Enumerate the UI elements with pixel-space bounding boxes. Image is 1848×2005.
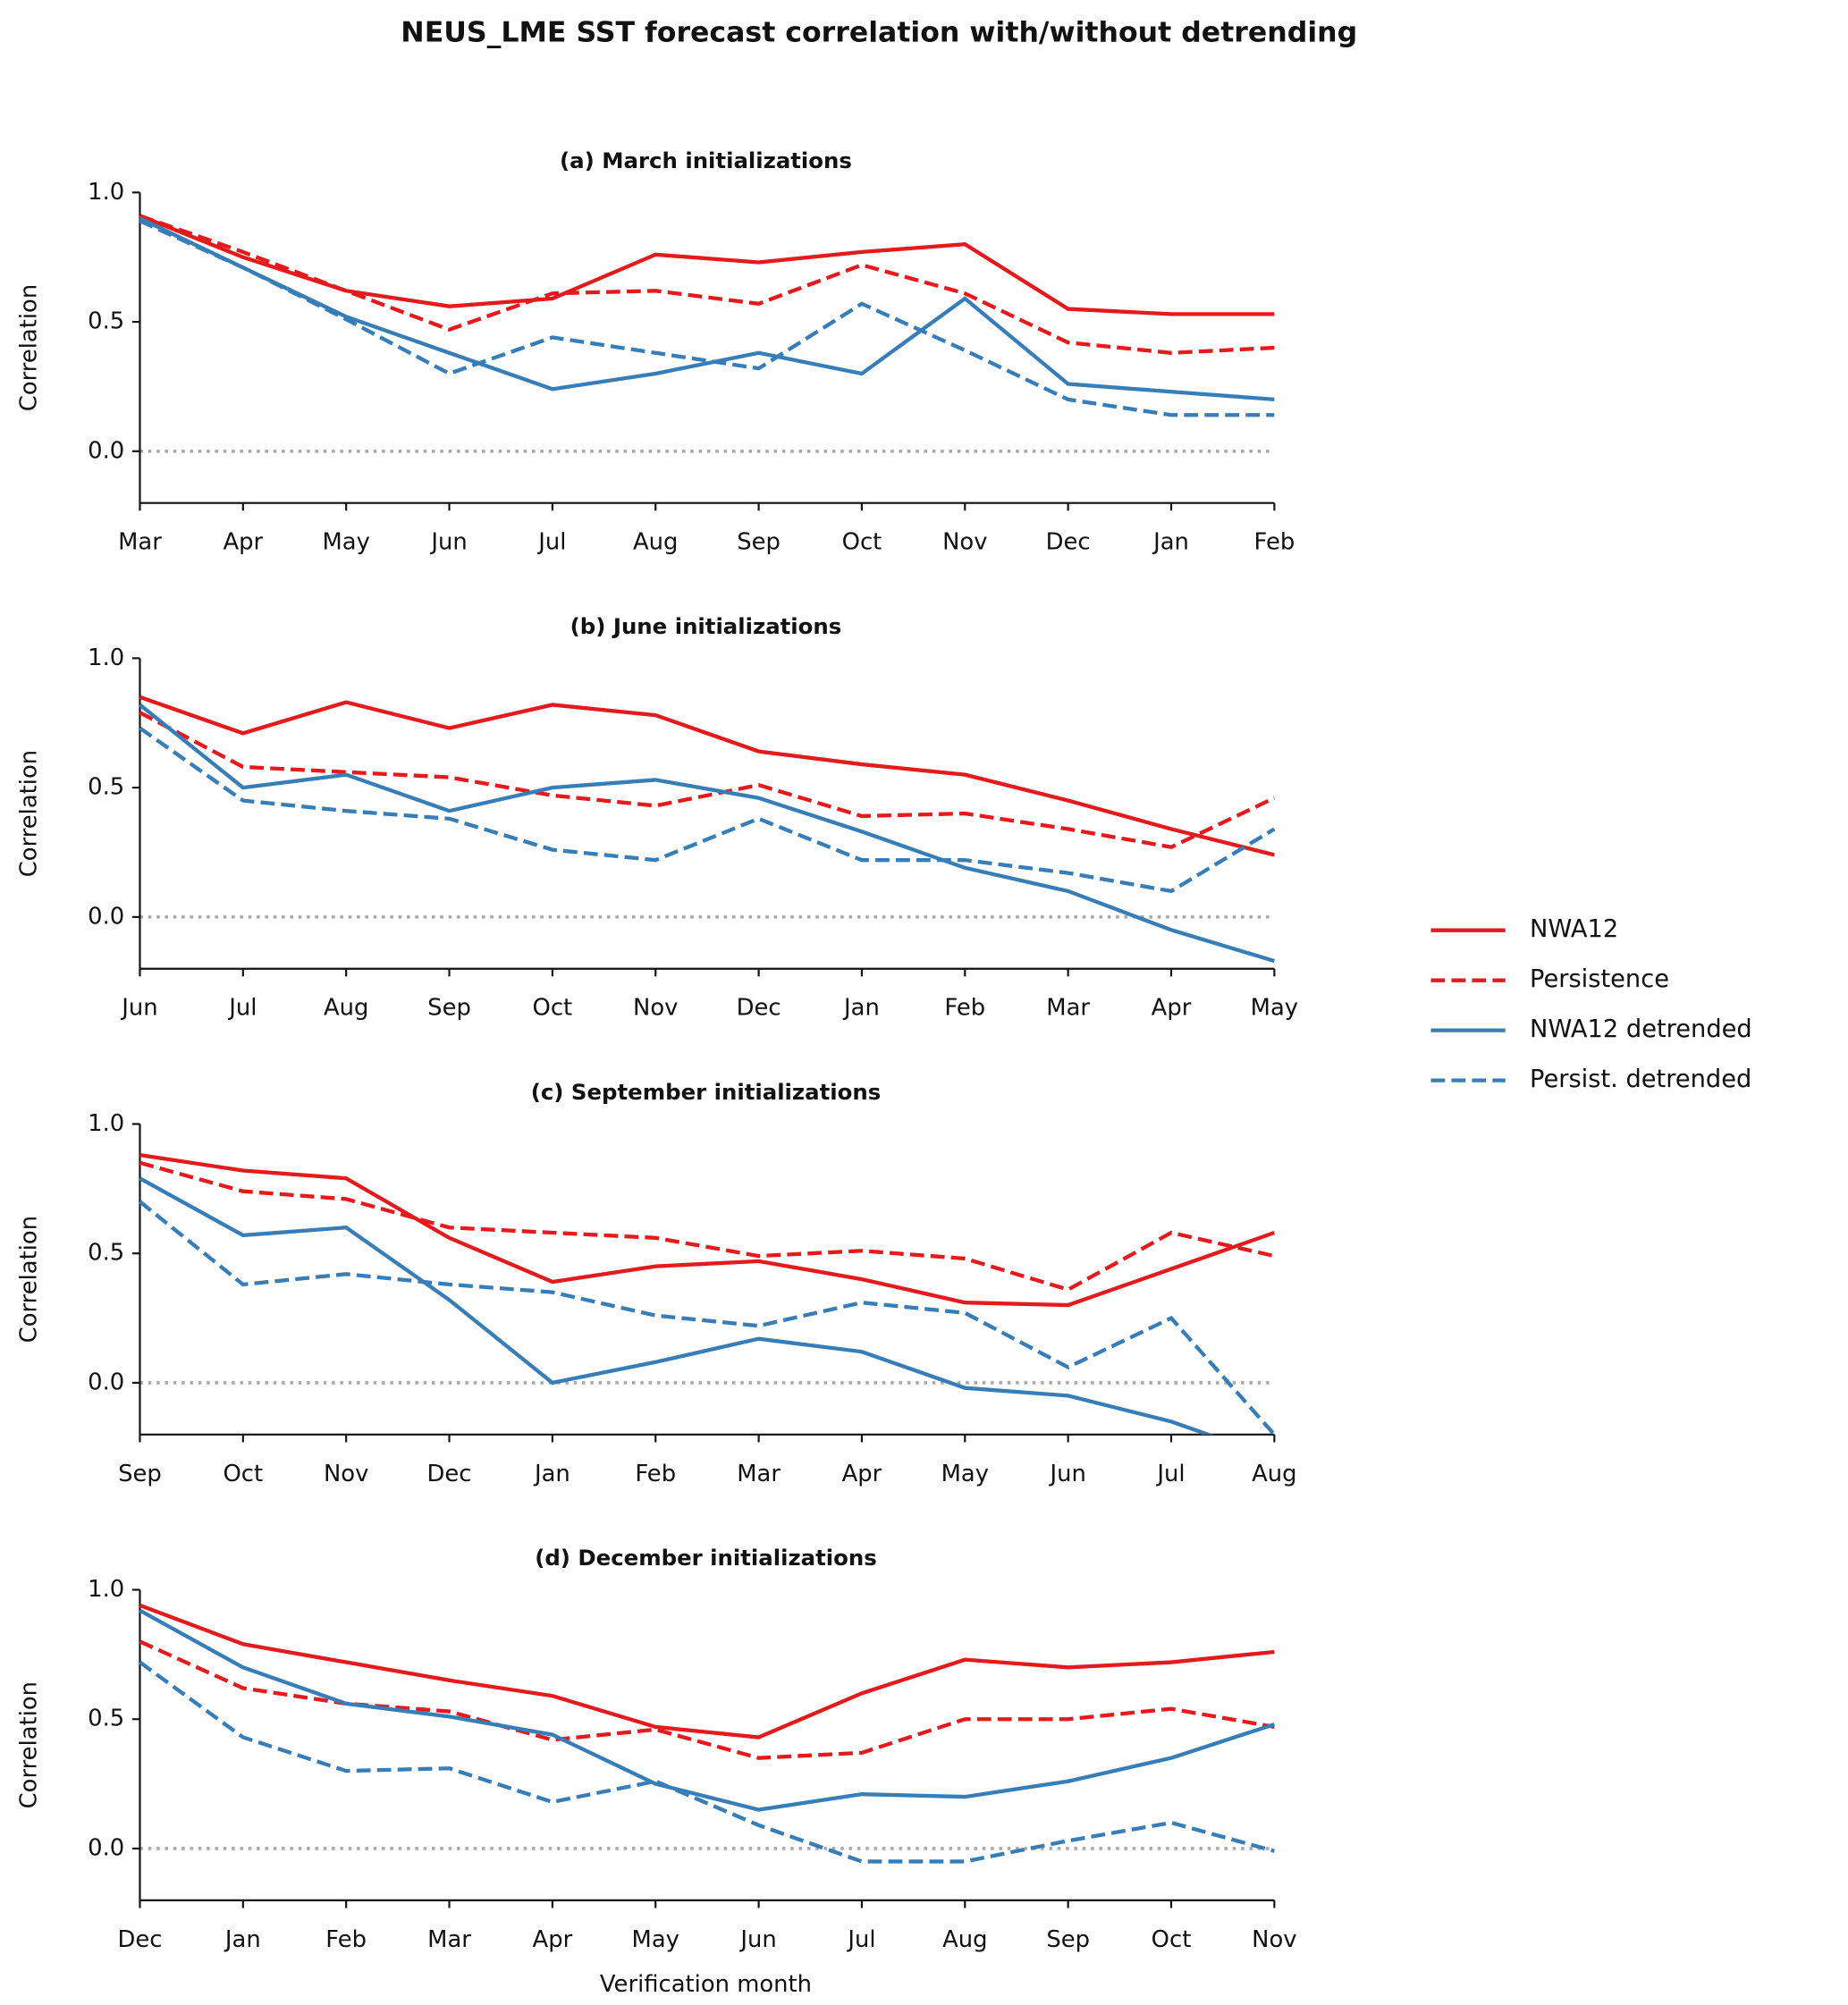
x-tick-label: Aug [942, 1926, 987, 1953]
x-tick-label: Feb [635, 1461, 676, 1487]
x-tick-label: Nov [942, 529, 987, 556]
y-tick-label: 1.0 [88, 1576, 124, 1603]
x-tick-label: Jun [429, 529, 467, 556]
series-line [139, 1176, 1214, 1435]
x-tick-label: Feb [944, 995, 985, 1022]
y-tick-label: 0.0 [88, 437, 124, 464]
x-tick-label: Feb [1254, 529, 1295, 556]
y-tick-label: 0.0 [88, 1369, 124, 1395]
panel-title: (c) September initializations [531, 1079, 882, 1105]
y-axis-label: Correlation [16, 1681, 43, 1808]
legend-label: NWA12 [1530, 915, 1618, 943]
x-tick-label: Jul [536, 529, 566, 556]
x-tick-label: May [941, 1461, 989, 1487]
x-tick-label: Aug [1252, 1461, 1296, 1487]
x-tick-label: Sep [1046, 1926, 1090, 1953]
series-line [139, 1639, 1275, 1760]
x-tick-label: Dec [1046, 529, 1091, 556]
x-tick-label: Sep [737, 529, 781, 556]
series-line [139, 695, 1275, 857]
x-tick-label: Dec [117, 1926, 162, 1953]
legend-label: NWA12 detrended [1530, 1015, 1752, 1043]
x-tick-label: Aug [324, 995, 368, 1022]
x-tick-label: Sep [427, 995, 471, 1022]
y-tick-label: 0.0 [88, 1834, 124, 1861]
legend-label: Persist. detrended [1530, 1066, 1751, 1093]
panel-title: (a) March initializations [560, 147, 852, 173]
x-tick-label: Oct [223, 1461, 263, 1487]
y-tick-label: 0.5 [88, 774, 124, 801]
x-tick-label: Oct [842, 529, 882, 556]
x-tick-label: Nov [633, 995, 678, 1022]
series-line [139, 726, 1276, 894]
y-tick-label: 1.0 [88, 644, 124, 671]
series-line [139, 703, 1275, 964]
x-tick-label: Apr [533, 1926, 573, 1953]
x-tick-label: Jan [224, 1926, 261, 1953]
x-tick-label: Apr [842, 1461, 882, 1487]
x-tick-label: Jul [1155, 1461, 1185, 1487]
y-tick-label: 0.0 [88, 903, 124, 930]
x-tick-label: Sep [118, 1461, 162, 1487]
x-tick-label: Mar [1046, 995, 1090, 1022]
x-tick-label: Apr [1152, 995, 1192, 1022]
x-tick-label: Dec [427, 1461, 472, 1487]
series-line [139, 214, 1275, 316]
x-tick-label: Jul [227, 995, 257, 1022]
y-axis-label: Correlation [16, 750, 43, 877]
series-line [139, 711, 1276, 849]
x-tick-label: May [322, 529, 369, 556]
series-line [139, 216, 1275, 402]
x-tick-label: Jan [1152, 529, 1189, 556]
y-axis-label: Correlation [16, 284, 43, 411]
x-tick-label: Nov [1252, 1926, 1296, 1953]
x-tick-label: Mar [427, 1926, 471, 1953]
y-axis-label: Correlation [16, 1216, 43, 1343]
series-line [139, 1160, 1275, 1293]
x-tick-label: Jun [120, 995, 157, 1022]
x-tick-label: Jan [533, 1461, 570, 1487]
x-tick-label: Oct [533, 995, 573, 1022]
series-line [139, 1608, 1276, 1812]
series-line [139, 1660, 1275, 1864]
x-tick-label: Dec [737, 995, 781, 1022]
y-tick-label: 1.0 [88, 1110, 124, 1137]
panel-title: (b) June initializations [570, 613, 842, 639]
series-line [139, 1200, 1276, 1435]
x-tick-label: Jun [1048, 1461, 1085, 1487]
legend-label: Persistence [1530, 965, 1669, 993]
x-tick-label: Jul [846, 1926, 875, 1953]
x-tick-label: Mar [118, 529, 162, 556]
figure-title: NEUS_LME SST forecast correlation with/w… [401, 16, 1357, 48]
y-tick-label: 0.5 [88, 1240, 124, 1267]
series-line [139, 214, 1275, 355]
x-tick-label: May [632, 1926, 679, 1953]
x-tick-label: Mar [737, 1461, 781, 1487]
x-tick-label: Nov [324, 1461, 368, 1487]
y-tick-label: 0.5 [88, 308, 124, 335]
x-tick-label: Jan [842, 995, 880, 1022]
x-tick-label: Oct [1152, 1926, 1192, 1953]
x-tick-label: Aug [633, 529, 678, 556]
x-axis-label: Verification month [600, 1971, 812, 1998]
series-line [139, 1153, 1276, 1308]
x-tick-label: May [1251, 995, 1298, 1022]
x-tick-label: Feb [325, 1926, 367, 1953]
x-tick-label: Apr [223, 529, 263, 556]
series-line [139, 219, 1275, 417]
y-tick-label: 0.5 [88, 1706, 124, 1732]
panel-title: (d) December initializations [535, 1545, 877, 1571]
y-tick-label: 1.0 [88, 179, 124, 206]
series-line [139, 1603, 1275, 1740]
x-tick-label: Jun [738, 1926, 776, 1953]
